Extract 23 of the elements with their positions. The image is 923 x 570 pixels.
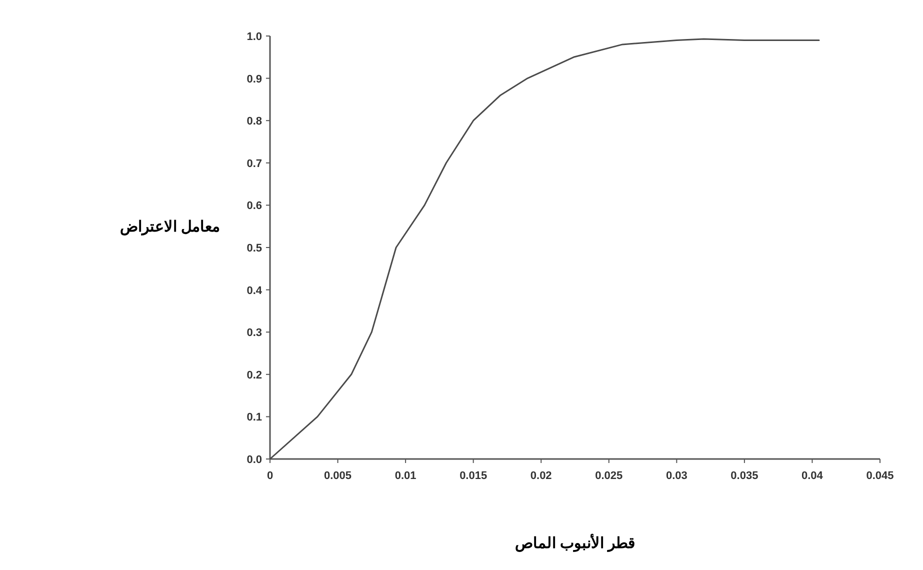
x-tick-label: 0.035 [730,470,758,482]
y-tick-label: 0.8 [246,116,262,128]
y-tick-label: 0.6 [246,200,262,212]
y-tick-label: 1.0 [246,31,262,43]
x-tick-label: 0.025 [595,470,623,482]
y-tick-label: 0.3 [246,327,262,340]
y-tick-label: 0.5 [246,242,262,254]
x-axis-title: قطر الأنبوب الماص [514,533,636,552]
y-tick-label: 0.7 [246,158,262,170]
y-tick-label: 0.2 [246,369,262,382]
x-tick-label: 0.01 [394,470,416,482]
y-tick-label: 0.1 [246,412,262,424]
x-tick-label: 0 [266,470,274,482]
y-tick-label: 0.9 [246,73,262,86]
x-tick-label: 0.045 [866,470,894,482]
y-tick-label: 0.4 [246,284,263,297]
y-axis-title: معامل الاعتراض [120,218,220,236]
x-tick-label: 0.02 [530,470,552,482]
x-tick-label: 0.005 [324,470,352,482]
x-tick-label: 0.03 [666,470,688,482]
x-tick-label: 0.015 [460,470,488,482]
y-tick-label: 0.0 [246,454,262,466]
x-tick-label: 0.04 [802,470,824,482]
